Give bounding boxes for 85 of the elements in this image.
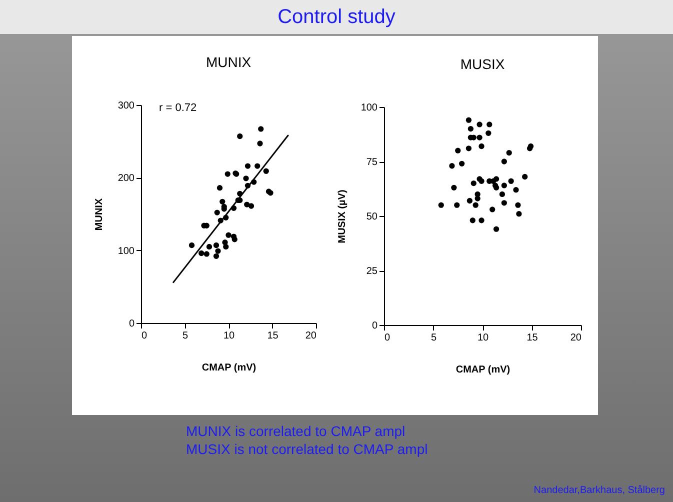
point	[214, 210, 220, 216]
point	[226, 232, 232, 238]
x-tick-label: 0	[384, 332, 390, 344]
x-tick-label: 0	[142, 330, 148, 342]
point	[232, 236, 238, 242]
chart-title: MUNIX	[206, 54, 252, 70]
point	[449, 163, 455, 169]
x-tick-label: 20	[570, 332, 582, 344]
point	[470, 180, 476, 186]
x-tick-label: 15	[526, 332, 538, 344]
point	[198, 250, 204, 256]
y-axis-title: MUSIX (µV)	[336, 190, 348, 244]
annotation: r = 0.72	[159, 102, 197, 114]
point	[224, 171, 230, 177]
point	[499, 191, 506, 198]
point	[258, 126, 264, 132]
point	[478, 143, 484, 150]
x-tick-label: 10	[223, 330, 235, 342]
point	[474, 196, 480, 202]
point	[458, 160, 465, 166]
point	[204, 251, 210, 257]
point	[223, 244, 229, 250]
point	[263, 168, 269, 174]
point	[508, 178, 514, 184]
y-tick-label: 0	[372, 320, 378, 332]
y-tick-label: 100	[360, 102, 378, 114]
y-tick-label: 25	[366, 266, 378, 277]
point	[466, 117, 472, 123]
x-axis-title: CMAP (mV)	[202, 362, 256, 374]
point	[486, 122, 492, 128]
point	[454, 202, 460, 208]
point	[220, 198, 226, 204]
point	[248, 203, 254, 209]
point	[472, 202, 478, 208]
text: Nandedar,Barkhaus, Stålberg	[534, 485, 665, 496]
point	[468, 126, 474, 132]
point	[237, 133, 243, 140]
point	[476, 134, 482, 140]
text: MUSIX is not correlated to CMAP ampl	[186, 440, 428, 458]
text: MUNIX is correlated to CMAP ampl	[186, 422, 406, 440]
point	[501, 182, 507, 188]
point	[515, 202, 521, 208]
point	[213, 242, 220, 248]
point	[243, 176, 249, 182]
y-tick-label: 50	[366, 212, 378, 222]
point	[215, 248, 221, 254]
point	[244, 163, 251, 169]
point	[254, 163, 260, 169]
point	[470, 218, 476, 224]
point	[501, 200, 507, 206]
point	[216, 185, 223, 191]
y-tick-label: 100	[118, 246, 135, 257]
point	[493, 176, 500, 182]
point	[501, 158, 507, 164]
x-tick-label: 15	[267, 330, 279, 342]
point	[516, 211, 522, 217]
x-tick-label: 5	[182, 330, 188, 342]
point	[188, 242, 195, 248]
point	[466, 146, 472, 152]
point	[466, 198, 473, 204]
y-tick-label: 75	[366, 157, 378, 168]
point	[522, 174, 528, 180]
point	[257, 140, 263, 146]
point	[490, 206, 496, 212]
y-tick-label: 200	[118, 173, 135, 184]
point	[455, 148, 461, 154]
y-tick-label: 0	[128, 318, 135, 330]
point	[213, 253, 220, 259]
point	[486, 130, 492, 136]
point	[513, 187, 519, 193]
point	[476, 122, 482, 128]
point	[206, 244, 212, 250]
y-tick-label: 300	[118, 100, 135, 112]
text: Control study	[276, 6, 396, 29]
x-tick-label: 20	[305, 330, 317, 342]
point	[478, 218, 484, 224]
point	[451, 184, 457, 190]
x-tick-label: 5	[430, 332, 437, 344]
point	[506, 150, 512, 156]
x-axis-title: CMAP (mV)	[456, 364, 510, 376]
x-tick-label: 10	[477, 332, 489, 344]
y-axis-title: MUNIX	[94, 198, 105, 231]
point	[493, 226, 500, 232]
chart-title: MUSIX	[460, 56, 506, 72]
point	[438, 202, 444, 208]
